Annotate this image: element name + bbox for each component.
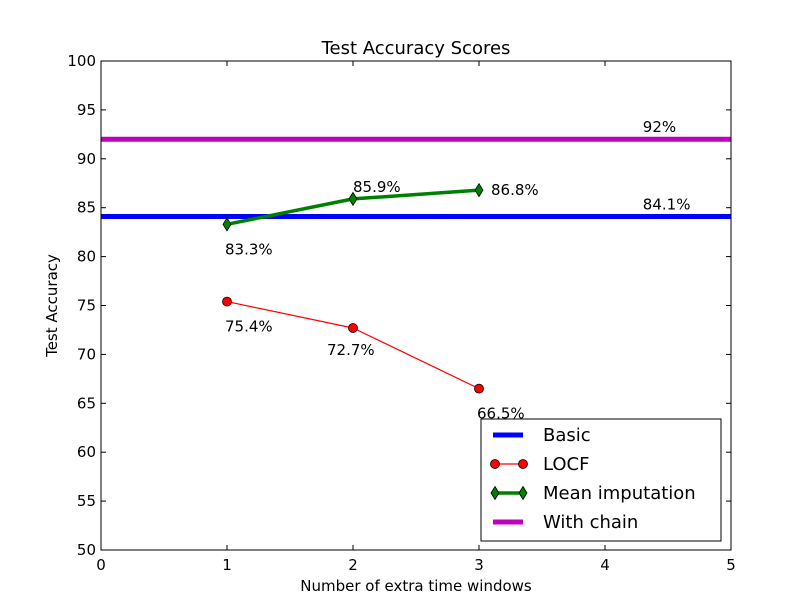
data-point-mean-imputation [348, 191, 358, 207]
x-axis-label: Number of extra time windows [300, 577, 532, 595]
data-label: 84.1% [643, 196, 691, 214]
x-tick-label: 0 [96, 556, 106, 574]
data-label: 72.7% [327, 341, 375, 359]
data-point-locf [222, 296, 232, 307]
y-tick-label: 85 [77, 199, 96, 217]
data-label: 85.9% [353, 178, 401, 196]
y-tick-label: 80 [77, 248, 96, 266]
data-point-mean-imputation [222, 217, 232, 232]
series-mean-imputation [222, 182, 484, 232]
data-point-locf [348, 323, 358, 333]
data-point-locf [474, 383, 484, 394]
data-label: 83.3% [225, 240, 273, 258]
y-tick-label: 65 [77, 394, 96, 412]
legend-label: With chain [543, 512, 638, 533]
y-tick-label: 90 [77, 150, 96, 168]
y-tick-label: 95 [77, 101, 96, 119]
y-tick-label: 55 [77, 492, 96, 510]
legend-entry-with-chain: With chain [493, 512, 638, 533]
series-locf [222, 296, 484, 394]
legend-label: Basic [543, 425, 591, 446]
legend-label: LOCF [543, 454, 589, 475]
legend-marker [518, 485, 528, 501]
legend-entry-basic: Basic [493, 425, 591, 446]
legend: Basic LOCF Mean imputation With chain [480, 418, 722, 542]
series-layer [101, 136, 731, 394]
legend-marker [490, 459, 500, 469]
legend-label: Mean imputation [543, 483, 696, 504]
data-point-mean-imputation [474, 182, 484, 198]
data-label: 86.8% [491, 181, 539, 199]
data-label: 75.4% [225, 318, 273, 336]
legend-entry-mean-imputation: Mean imputation [490, 483, 696, 504]
chart-title: Test Accuracy Scores [321, 38, 511, 59]
x-tick-label: 3 [474, 556, 484, 574]
x-tick-label: 2 [348, 556, 358, 574]
data-label: 66.5% [477, 405, 525, 423]
y-tick-label: 75 [77, 297, 96, 315]
legend-entry-locf: LOCF [490, 454, 589, 475]
data-label: 92% [643, 118, 676, 136]
y-tick-label: 70 [77, 345, 96, 363]
x-tick-label: 5 [726, 556, 736, 574]
y-axis-label: Test Accuracy [43, 254, 61, 358]
legend-marker [518, 459, 528, 469]
y-tick-label: 50 [77, 541, 96, 559]
x-tick-label: 4 [600, 556, 610, 574]
x-tick-label: 1 [222, 556, 232, 574]
legend-marker [490, 485, 500, 501]
y-tick-label: 60 [77, 443, 96, 461]
y-tick-label: 100 [67, 52, 96, 70]
annotation-layer: 92% 84.1% 83.3% 85.9% 86.8% 75.4% 72.7% 66.5% [225, 118, 690, 422]
